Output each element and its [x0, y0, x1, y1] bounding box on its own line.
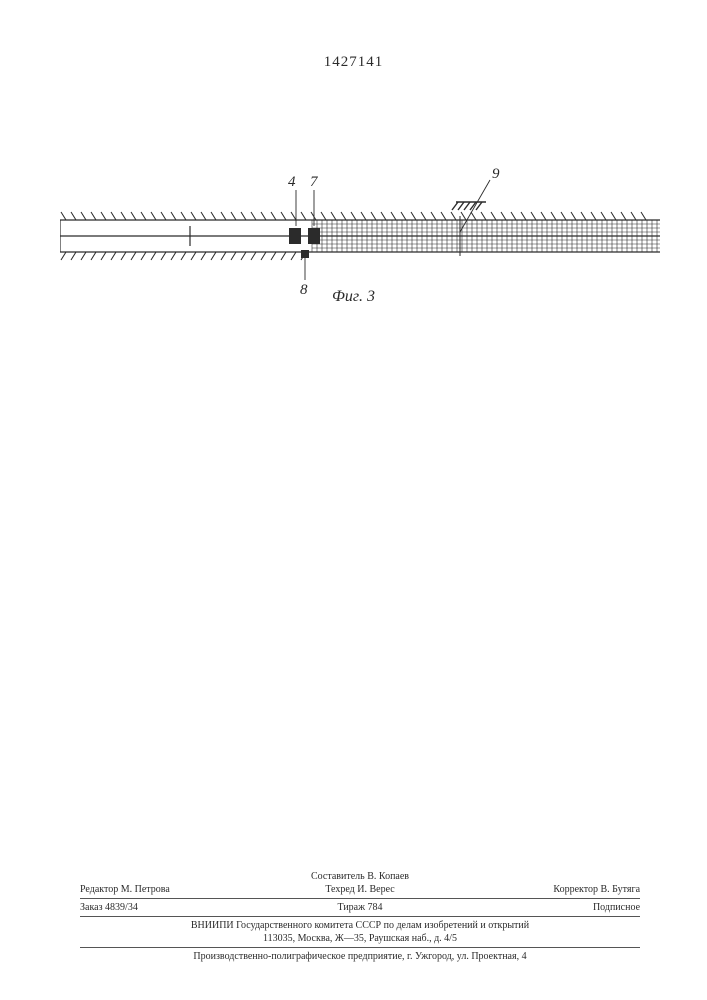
label-7: 7 [310, 174, 319, 190]
techred: Техред И. Верес [267, 883, 454, 896]
footer-line-2: 113035, Москва, Ж—35, Раушская наб., д. … [80, 932, 640, 945]
label-9: 9 [492, 166, 500, 182]
page: 1427141 [0, 0, 707, 1000]
editor: Редактор М. Петрова [80, 883, 267, 896]
footer-line-3: Производственно-полиграфическое предприя… [80, 950, 640, 963]
footer-rule-1 [80, 898, 640, 899]
footer-rule-3 [80, 947, 640, 948]
footer-rule-2 [80, 916, 640, 917]
order-no: Заказ 4839/34 [80, 901, 267, 914]
footer-block: Составитель В. Копаев Редактор М. Петров… [80, 870, 640, 963]
compiler: Составитель В. Копаев [267, 870, 454, 883]
corrector: Корректор В. Бутяга [453, 883, 640, 896]
doc-number: 1427141 [0, 54, 707, 71]
tirazh: Тираж 784 [267, 901, 454, 914]
label-4: 4 [288, 174, 296, 190]
figure-caption: Фиг. 3 [0, 288, 707, 306]
footer-line-1: ВНИИПИ Государственного комитета СССР по… [80, 919, 640, 932]
subscription: Подписное [453, 901, 640, 914]
